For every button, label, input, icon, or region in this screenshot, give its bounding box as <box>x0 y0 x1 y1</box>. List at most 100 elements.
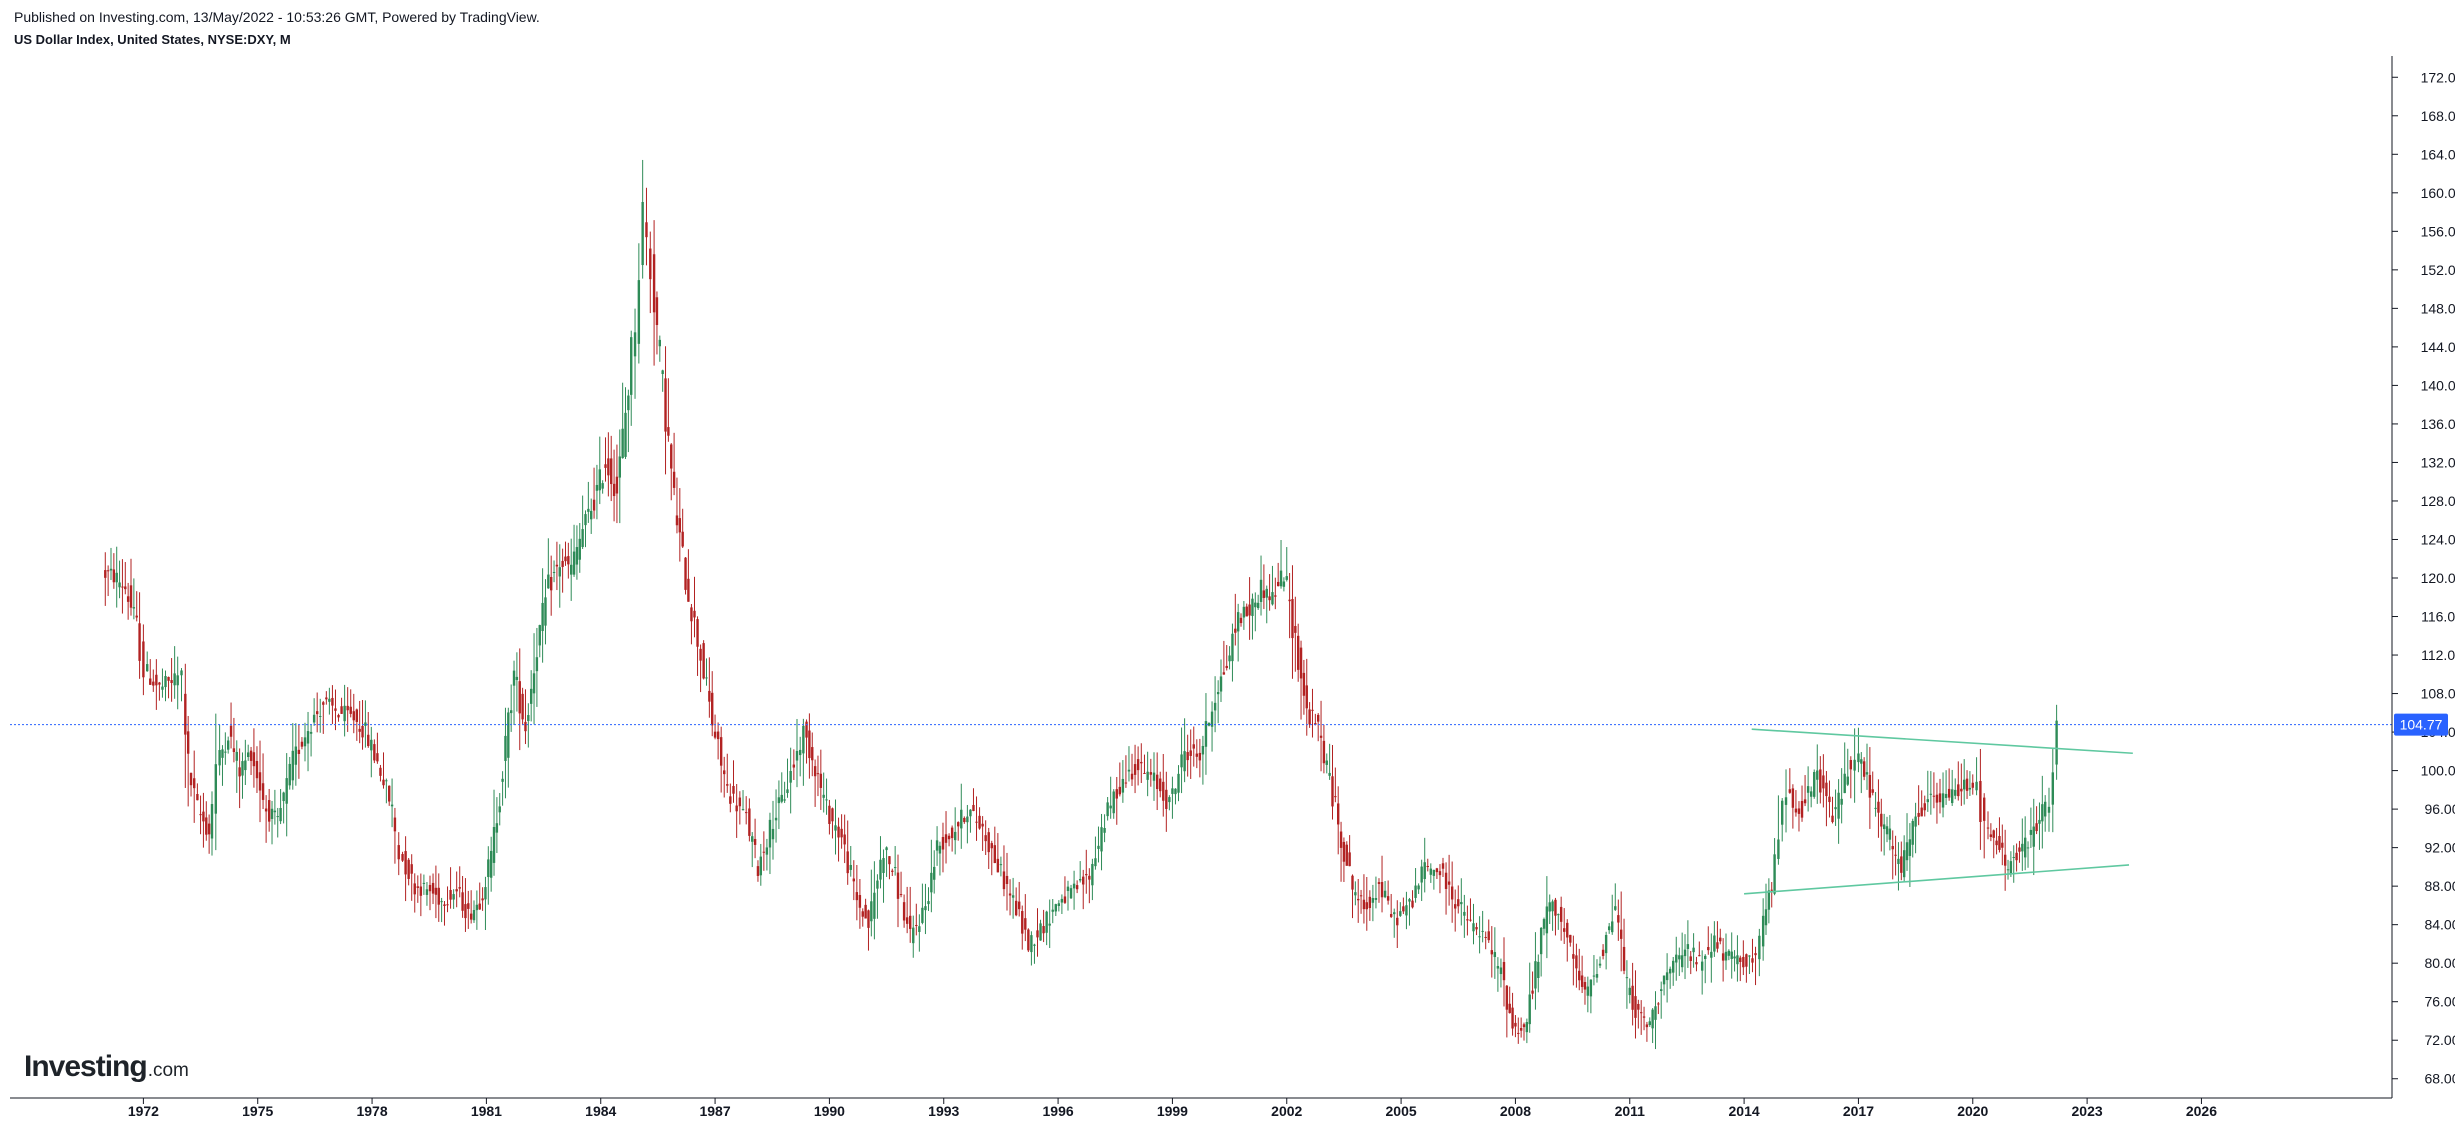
candle-body[interactable] <box>370 739 373 751</box>
candle-body[interactable] <box>261 783 265 800</box>
candle-body[interactable] <box>1201 745 1205 755</box>
candle-body[interactable] <box>873 892 876 919</box>
candle-body[interactable] <box>207 823 211 835</box>
candle-body[interactable] <box>358 728 361 732</box>
candle-body[interactable] <box>1472 923 1475 932</box>
candle-body[interactable] <box>1519 1028 1523 1031</box>
candle-body[interactable] <box>867 910 870 928</box>
candle-body[interactable] <box>2015 852 2018 861</box>
candle-body[interactable] <box>1545 906 1549 934</box>
candle-body[interactable] <box>532 673 536 694</box>
candle-body[interactable] <box>1118 786 1122 795</box>
candle-body[interactable] <box>1405 905 1408 916</box>
candle-body[interactable] <box>645 222 648 238</box>
candle-body[interactable] <box>549 576 553 591</box>
candle-body[interactable] <box>1654 1006 1657 1020</box>
candle-body[interactable] <box>1651 1009 1654 1029</box>
candle-body[interactable] <box>805 721 808 738</box>
candle-body[interactable] <box>282 792 285 802</box>
candle-body[interactable] <box>1374 897 1378 900</box>
candle-body[interactable] <box>1885 826 1889 835</box>
candle-body[interactable] <box>1683 949 1687 957</box>
candle-body[interactable] <box>1914 816 1917 827</box>
candle-body[interactable] <box>104 570 107 578</box>
candle-body[interactable] <box>1219 676 1223 692</box>
candle-body[interactable] <box>544 597 547 626</box>
candle-body[interactable] <box>1411 900 1414 908</box>
candle-body[interactable] <box>325 697 328 700</box>
candle-body[interactable] <box>1601 949 1605 956</box>
candle-body[interactable] <box>273 810 277 813</box>
candle-body[interactable] <box>126 596 130 602</box>
candle-body[interactable] <box>1165 789 1168 809</box>
candle-body[interactable] <box>1435 868 1439 873</box>
candle-body[interactable] <box>649 248 652 280</box>
candle-body[interactable] <box>1770 889 1773 891</box>
candle-body[interactable] <box>1088 875 1091 880</box>
candle-body[interactable] <box>990 843 993 849</box>
candle-body[interactable] <box>1192 744 1195 749</box>
candle-body[interactable] <box>1983 797 1986 821</box>
candle-body[interactable] <box>1109 805 1112 809</box>
candle-body[interactable] <box>768 819 772 848</box>
candle-body[interactable] <box>1305 685 1308 709</box>
candle-body[interactable] <box>950 827 954 839</box>
candle-body[interactable] <box>547 574 550 589</box>
candle-body[interactable] <box>1039 923 1042 941</box>
candle-body[interactable] <box>1761 915 1765 947</box>
candle-body[interactable] <box>1575 955 1578 969</box>
candle-body[interactable] <box>1365 902 1368 910</box>
candle-body[interactable] <box>385 780 388 782</box>
candle-body[interactable] <box>1622 946 1626 971</box>
candle-body[interactable] <box>1279 570 1283 587</box>
candle-body[interactable] <box>1469 919 1472 921</box>
candle-body[interactable] <box>1143 772 1146 774</box>
candle-body[interactable] <box>1865 772 1869 775</box>
candle-body[interactable] <box>1871 789 1874 793</box>
candle-body[interactable] <box>575 547 579 565</box>
candle-body[interactable] <box>1710 951 1713 958</box>
candle-body[interactable] <box>953 831 957 841</box>
candle-body[interactable] <box>2023 837 2027 858</box>
candle-body[interactable] <box>1334 796 1337 798</box>
candle-body[interactable] <box>1127 769 1131 772</box>
candle-body[interactable] <box>578 538 581 560</box>
candle-body[interactable] <box>319 716 322 718</box>
candle-body[interactable] <box>693 610 696 618</box>
candle-body[interactable] <box>795 750 799 761</box>
candle-body[interactable] <box>1645 1024 1649 1028</box>
candle-body[interactable] <box>1239 617 1243 624</box>
candle-body[interactable] <box>1024 918 1027 930</box>
candle-body[interactable] <box>1441 863 1445 869</box>
candle-body[interactable] <box>1788 789 1792 793</box>
candle-body[interactable] <box>1566 922 1569 938</box>
candle-body[interactable] <box>407 859 410 879</box>
candle-body[interactable] <box>655 297 659 326</box>
candle-body[interactable] <box>440 901 443 903</box>
candle-body[interactable] <box>2012 856 2015 858</box>
candle-body[interactable] <box>1106 802 1109 817</box>
candle-body[interactable] <box>1048 923 1051 926</box>
candle-body[interactable] <box>155 674 158 686</box>
candle-body[interactable] <box>719 737 723 766</box>
candle-body[interactable] <box>186 731 190 754</box>
candle-body[interactable] <box>512 670 516 686</box>
candle-body[interactable] <box>1686 944 1690 949</box>
candle-body[interactable] <box>1846 776 1849 785</box>
candle-body[interactable] <box>1045 911 1048 933</box>
candle-body[interactable] <box>641 201 644 266</box>
candle-body[interactable] <box>1860 759 1863 764</box>
candle-body[interactable] <box>1348 852 1351 867</box>
candle-body[interactable] <box>828 805 831 824</box>
candle-body[interactable] <box>489 850 493 878</box>
candle-body[interactable] <box>633 332 637 357</box>
candle-body[interactable] <box>2032 826 2035 847</box>
candle-body[interactable] <box>1840 798 1843 805</box>
candle-body[interactable] <box>167 676 170 681</box>
candle-body[interactable] <box>1213 702 1217 711</box>
candle-body[interactable] <box>1251 598 1254 616</box>
candle-body[interactable] <box>1557 914 1560 916</box>
candle-body[interactable] <box>909 915 912 929</box>
candle-body[interactable] <box>1463 911 1466 916</box>
candle-body[interactable] <box>1631 985 1634 1010</box>
